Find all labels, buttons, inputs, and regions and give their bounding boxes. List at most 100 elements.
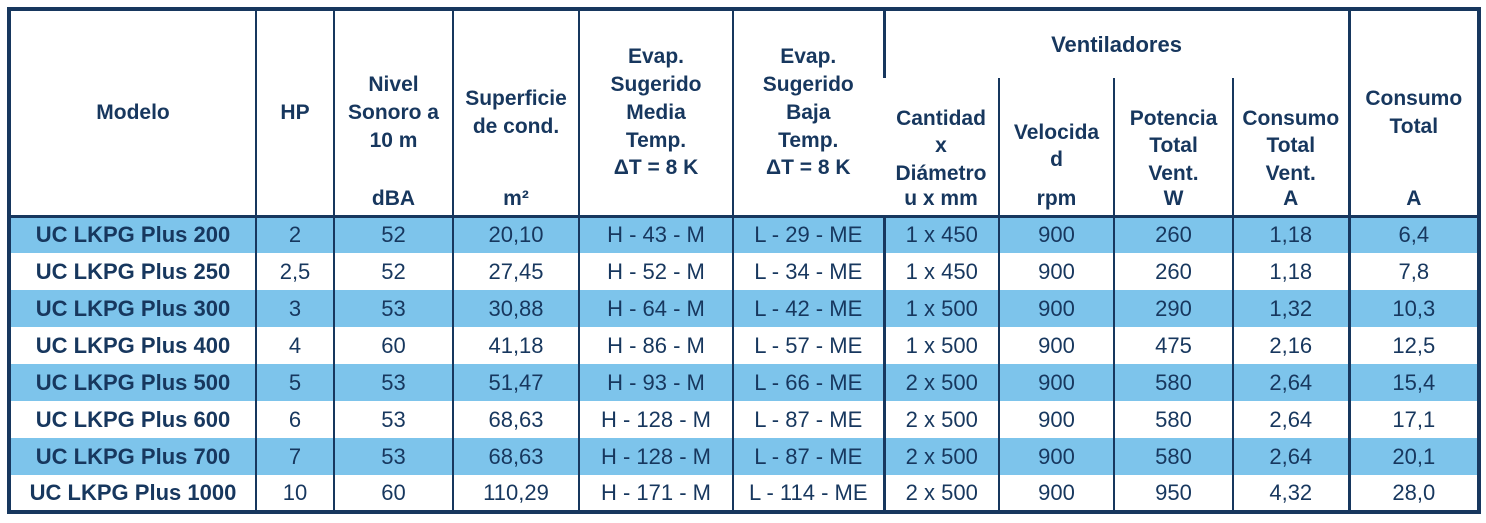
cell-hp: 7 [255,438,334,475]
cell-nivel-sonoro: 53 [333,364,453,401]
cell-superficie: 51,47 [452,364,579,401]
cell-velocidad: 900 [998,290,1114,327]
header-consumo-vent: Consumo Total Vent. A [1231,78,1350,218]
cell-consumo-total: 10,3 [1347,290,1480,327]
cell-modelo: UC LKPG Plus 400 [9,327,256,364]
cell-nivel-sonoro: 52 [333,253,453,290]
cell-cantidad-diametro: 2 x 500 [882,475,999,512]
cell-consumo-vent: 2,64 [1231,401,1350,438]
cell-evap-media: H - 128 - M [578,401,733,438]
cell-potencia-vent: 580 [1113,438,1233,475]
table-header: Modelo HP Nivel Sonoro a 10 m dBA Superf… [9,9,1480,218]
column-unit: u x mm [904,186,978,210]
specifications-table: Modelo HP Nivel Sonoro a 10 m dBA Superf… [7,7,1482,514]
cell-velocidad: 900 [998,475,1114,512]
cell-consumo-vent: 1,18 [1231,253,1350,290]
cell-potencia-vent: 950 [1113,475,1233,512]
cell-nivel-sonoro: 60 [333,475,453,512]
header-nivel-sonoro: Nivel Sonoro a 10 m dBA [333,9,453,218]
cell-evap-baja: L - 29 - ME [732,216,884,253]
cell-superficie: 30,88 [452,290,579,327]
cell-evap-media: H - 171 - M [578,475,733,512]
cell-cantidad-diametro: 1 x 500 [882,327,999,364]
cell-nivel-sonoro: 53 [333,290,453,327]
column-title: Potencia Total Vent. [1129,106,1218,186]
cell-evap-baja: L - 114 - ME [732,475,884,512]
cell-potencia-vent: 290 [1113,290,1233,327]
cell-nivel-sonoro: 52 [333,216,453,253]
cell-hp: 6 [255,401,334,438]
cell-velocidad: 900 [998,216,1114,253]
cell-evap-media: H - 52 - M [578,253,733,290]
cell-velocidad: 900 [998,364,1114,401]
cell-superficie: 68,63 [452,438,579,475]
cell-cantidad-diametro: 1 x 450 [882,216,999,253]
cell-consumo-total: 20,1 [1347,438,1480,475]
cell-potencia-vent: 260 [1113,216,1233,253]
cell-superficie: 41,18 [452,327,579,364]
cell-evap-baja: L - 57 - ME [732,327,884,364]
cell-consumo-total: 15,4 [1347,364,1480,401]
cell-modelo: UC LKPG Plus 700 [9,438,256,475]
cell-consumo-total: 7,8 [1347,253,1480,290]
header-superficie: Superficie de cond. m² [452,9,579,218]
cell-consumo-vent: 1,18 [1231,216,1350,253]
cell-velocidad: 900 [998,401,1114,438]
cell-hp: 10 [255,475,334,512]
column-unit: dBA [371,186,416,210]
column-title: Velocida d [1013,120,1100,172]
cell-modelo: UC LKPG Plus 300 [9,290,256,327]
group-title: Ventiladores [1051,31,1182,57]
cell-modelo: UC LKPG Plus 200 [9,216,256,253]
header-modelo: Modelo [9,9,256,218]
cell-hp: 3 [255,290,334,327]
cell-consumo-total: 17,1 [1347,401,1480,438]
header-consumo-total: Consumo Total A [1347,9,1480,218]
cell-cantidad-diametro: 2 x 500 [882,364,999,401]
cell-potencia-vent: 475 [1113,327,1233,364]
cell-consumo-vent: 2,64 [1231,364,1350,401]
cell-superficie: 110,29 [452,475,579,512]
cell-consumo-vent: 2,64 [1231,438,1350,475]
cell-nivel-sonoro: 53 [333,438,453,475]
cell-modelo: UC LKPG Plus 500 [9,364,256,401]
cell-consumo-vent: 1,32 [1231,290,1350,327]
header-velocidad: Velocida d rpm [998,78,1114,218]
cell-potencia-vent: 580 [1113,401,1233,438]
cell-modelo: UC LKPG Plus 600 [9,401,256,438]
header-row-top: Modelo HP Nivel Sonoro a 10 m dBA Superf… [9,9,1480,218]
cell-cantidad-diametro: 2 x 500 [882,401,999,438]
cell-consumo-vent: 4,32 [1231,475,1350,512]
column-title: Nivel Sonoro a 10 m [347,73,439,152]
header-evap-media: Evap. Sugerido Media Temp. ΔT = 8 K [578,9,733,218]
column-unit: A [1283,186,1299,210]
cell-modelo: UC LKPG Plus 1000 [9,475,256,512]
cell-evap-media: H - 86 - M [578,327,733,364]
cell-evap-media: H - 93 - M [578,364,733,401]
header-row-sub: Cantidad x Diámetro u x mm Velocida d rp… [9,78,1479,218]
cell-consumo-vent: 2,16 [1231,327,1350,364]
cell-cantidad-diametro: 1 x 500 [882,290,999,327]
column-unit: m² [503,186,529,210]
header-group-ventiladores: Ventiladores [882,9,1350,78]
cell-nivel-sonoro: 53 [333,401,453,438]
cell-superficie: 27,45 [452,253,579,290]
cell-hp: 4 [255,327,334,364]
column-title: Cantidad x Diámetro [895,106,987,186]
cell-superficie: 68,63 [452,401,579,438]
cell-evap-baja: L - 42 - ME [732,290,884,327]
column-title: Consumo Total Vent. [1242,106,1340,186]
column-unit: rpm [1036,186,1077,210]
cell-potencia-vent: 580 [1113,364,1233,401]
cell-evap-media: H - 64 - M [578,290,733,327]
cell-velocidad: 900 [998,327,1114,364]
cell-consumo-total: 12,5 [1347,327,1480,364]
cell-consumo-total: 6,4 [1347,216,1480,253]
